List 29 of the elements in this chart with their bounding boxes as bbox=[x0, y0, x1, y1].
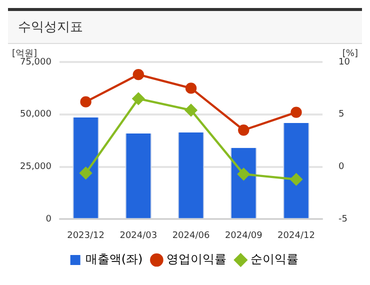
y2-tick-label: 0 bbox=[338, 162, 345, 172]
y2-tick-label: 5 bbox=[338, 110, 344, 120]
y-tick-label: 0 bbox=[46, 214, 52, 225]
point bbox=[80, 166, 92, 180]
point bbox=[238, 124, 250, 136]
y2-tick-label: 10 bbox=[338, 57, 350, 68]
point bbox=[290, 106, 302, 118]
point bbox=[132, 68, 144, 80]
y2-tick-label: -5 bbox=[338, 214, 348, 225]
point bbox=[184, 104, 198, 116]
point bbox=[185, 82, 197, 94]
legend-label: 순이익률 bbox=[250, 252, 299, 266]
legend-label: 매출액(좌) bbox=[85, 252, 143, 266]
x-tick-label: 2024/09 bbox=[224, 230, 263, 241]
x-tick-label: 2024/12 bbox=[278, 230, 315, 241]
chart-title: 수익성지표 bbox=[8, 8, 362, 44]
y-tick-label: 25,000 bbox=[20, 162, 52, 172]
legend-label: 영업이익률 bbox=[166, 252, 227, 266]
point bbox=[80, 96, 92, 108]
point bbox=[132, 92, 145, 105]
y-axis-title: [억원] bbox=[12, 48, 38, 59]
y2-axis-title: [%] bbox=[342, 48, 358, 59]
point bbox=[290, 173, 302, 186]
y-tick-label: 75,000 bbox=[20, 57, 52, 68]
x-tick-label: 2023/12 bbox=[67, 230, 104, 241]
point bbox=[238, 168, 250, 180]
x-tick-label: 2024/03 bbox=[120, 230, 158, 241]
x-tick-label: 2024/06 bbox=[172, 230, 210, 241]
y-tick-label: 50,000 bbox=[20, 110, 52, 120]
